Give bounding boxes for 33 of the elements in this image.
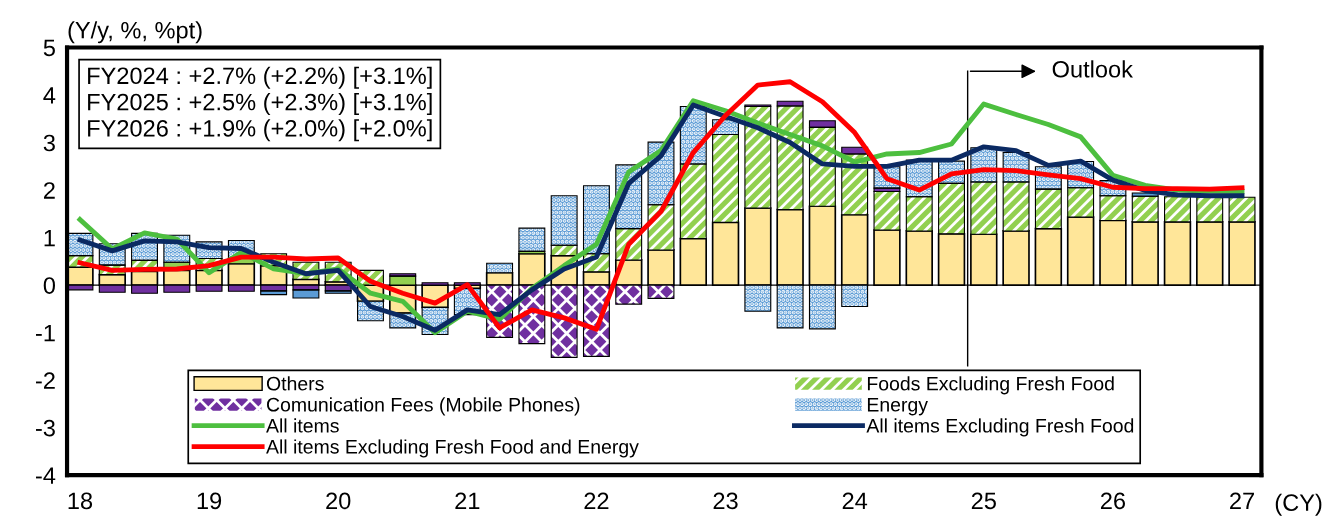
x-tick-label: 19 bbox=[197, 492, 222, 510]
y-tick-label: 2 bbox=[43, 182, 55, 199]
annotation: FY2026 : +1.9% (+2.0%) [+2.0%] bbox=[88, 119, 432, 142]
annotation: FY2025 : +2.5% (+2.3%) [+3.1%] bbox=[88, 93, 432, 116]
y-tick-label: 3 bbox=[43, 134, 55, 152]
legend-label: Comunication Fees (Mobile Phones) bbox=[267, 397, 580, 416]
legend-label: Others bbox=[266, 376, 324, 391]
y-tick-label: 4 bbox=[43, 87, 56, 104]
x-tick-label: 20 bbox=[326, 492, 351, 510]
legend-label: All items Excluding Fresh Food bbox=[866, 418, 1134, 437]
legend-label: Foods Excluding Fresh Food bbox=[867, 376, 1114, 395]
y-tick-label: 0 bbox=[43, 277, 56, 294]
x-axis-title: (CY) bbox=[1275, 493, 1322, 516]
x-tick-label: 25 bbox=[971, 492, 996, 510]
y-tick-label: 5 bbox=[43, 39, 55, 57]
y-tick-label: -1 bbox=[35, 324, 55, 342]
x-tick-label: 21 bbox=[455, 492, 480, 509]
x-tick-label: 23 bbox=[713, 492, 738, 510]
y-tick-label: -4 bbox=[35, 467, 56, 484]
y-axis-title: (Y/y, %, %pt) bbox=[68, 21, 202, 44]
y-tick-label: -2 bbox=[35, 372, 55, 389]
x-tick-label: 24 bbox=[842, 492, 868, 509]
legend-label: Energy bbox=[867, 398, 928, 416]
x-tick-label: 18 bbox=[68, 492, 93, 510]
annotation: FY2024 : +2.7% (+2.2%) [+3.1%] bbox=[88, 66, 432, 89]
x-tick-label: 22 bbox=[584, 492, 609, 509]
legend-label: All items bbox=[266, 418, 339, 433]
ref-line-label: Outlook bbox=[1052, 60, 1133, 78]
legend-label: All items Excluding Fresh Food and Energy bbox=[266, 439, 639, 458]
x-tick-label: 27 bbox=[1230, 492, 1254, 509]
x-tick-label: 26 bbox=[1100, 492, 1126, 510]
y-tick-label: -3 bbox=[35, 419, 55, 437]
y-tick-label: 1 bbox=[44, 229, 55, 247]
